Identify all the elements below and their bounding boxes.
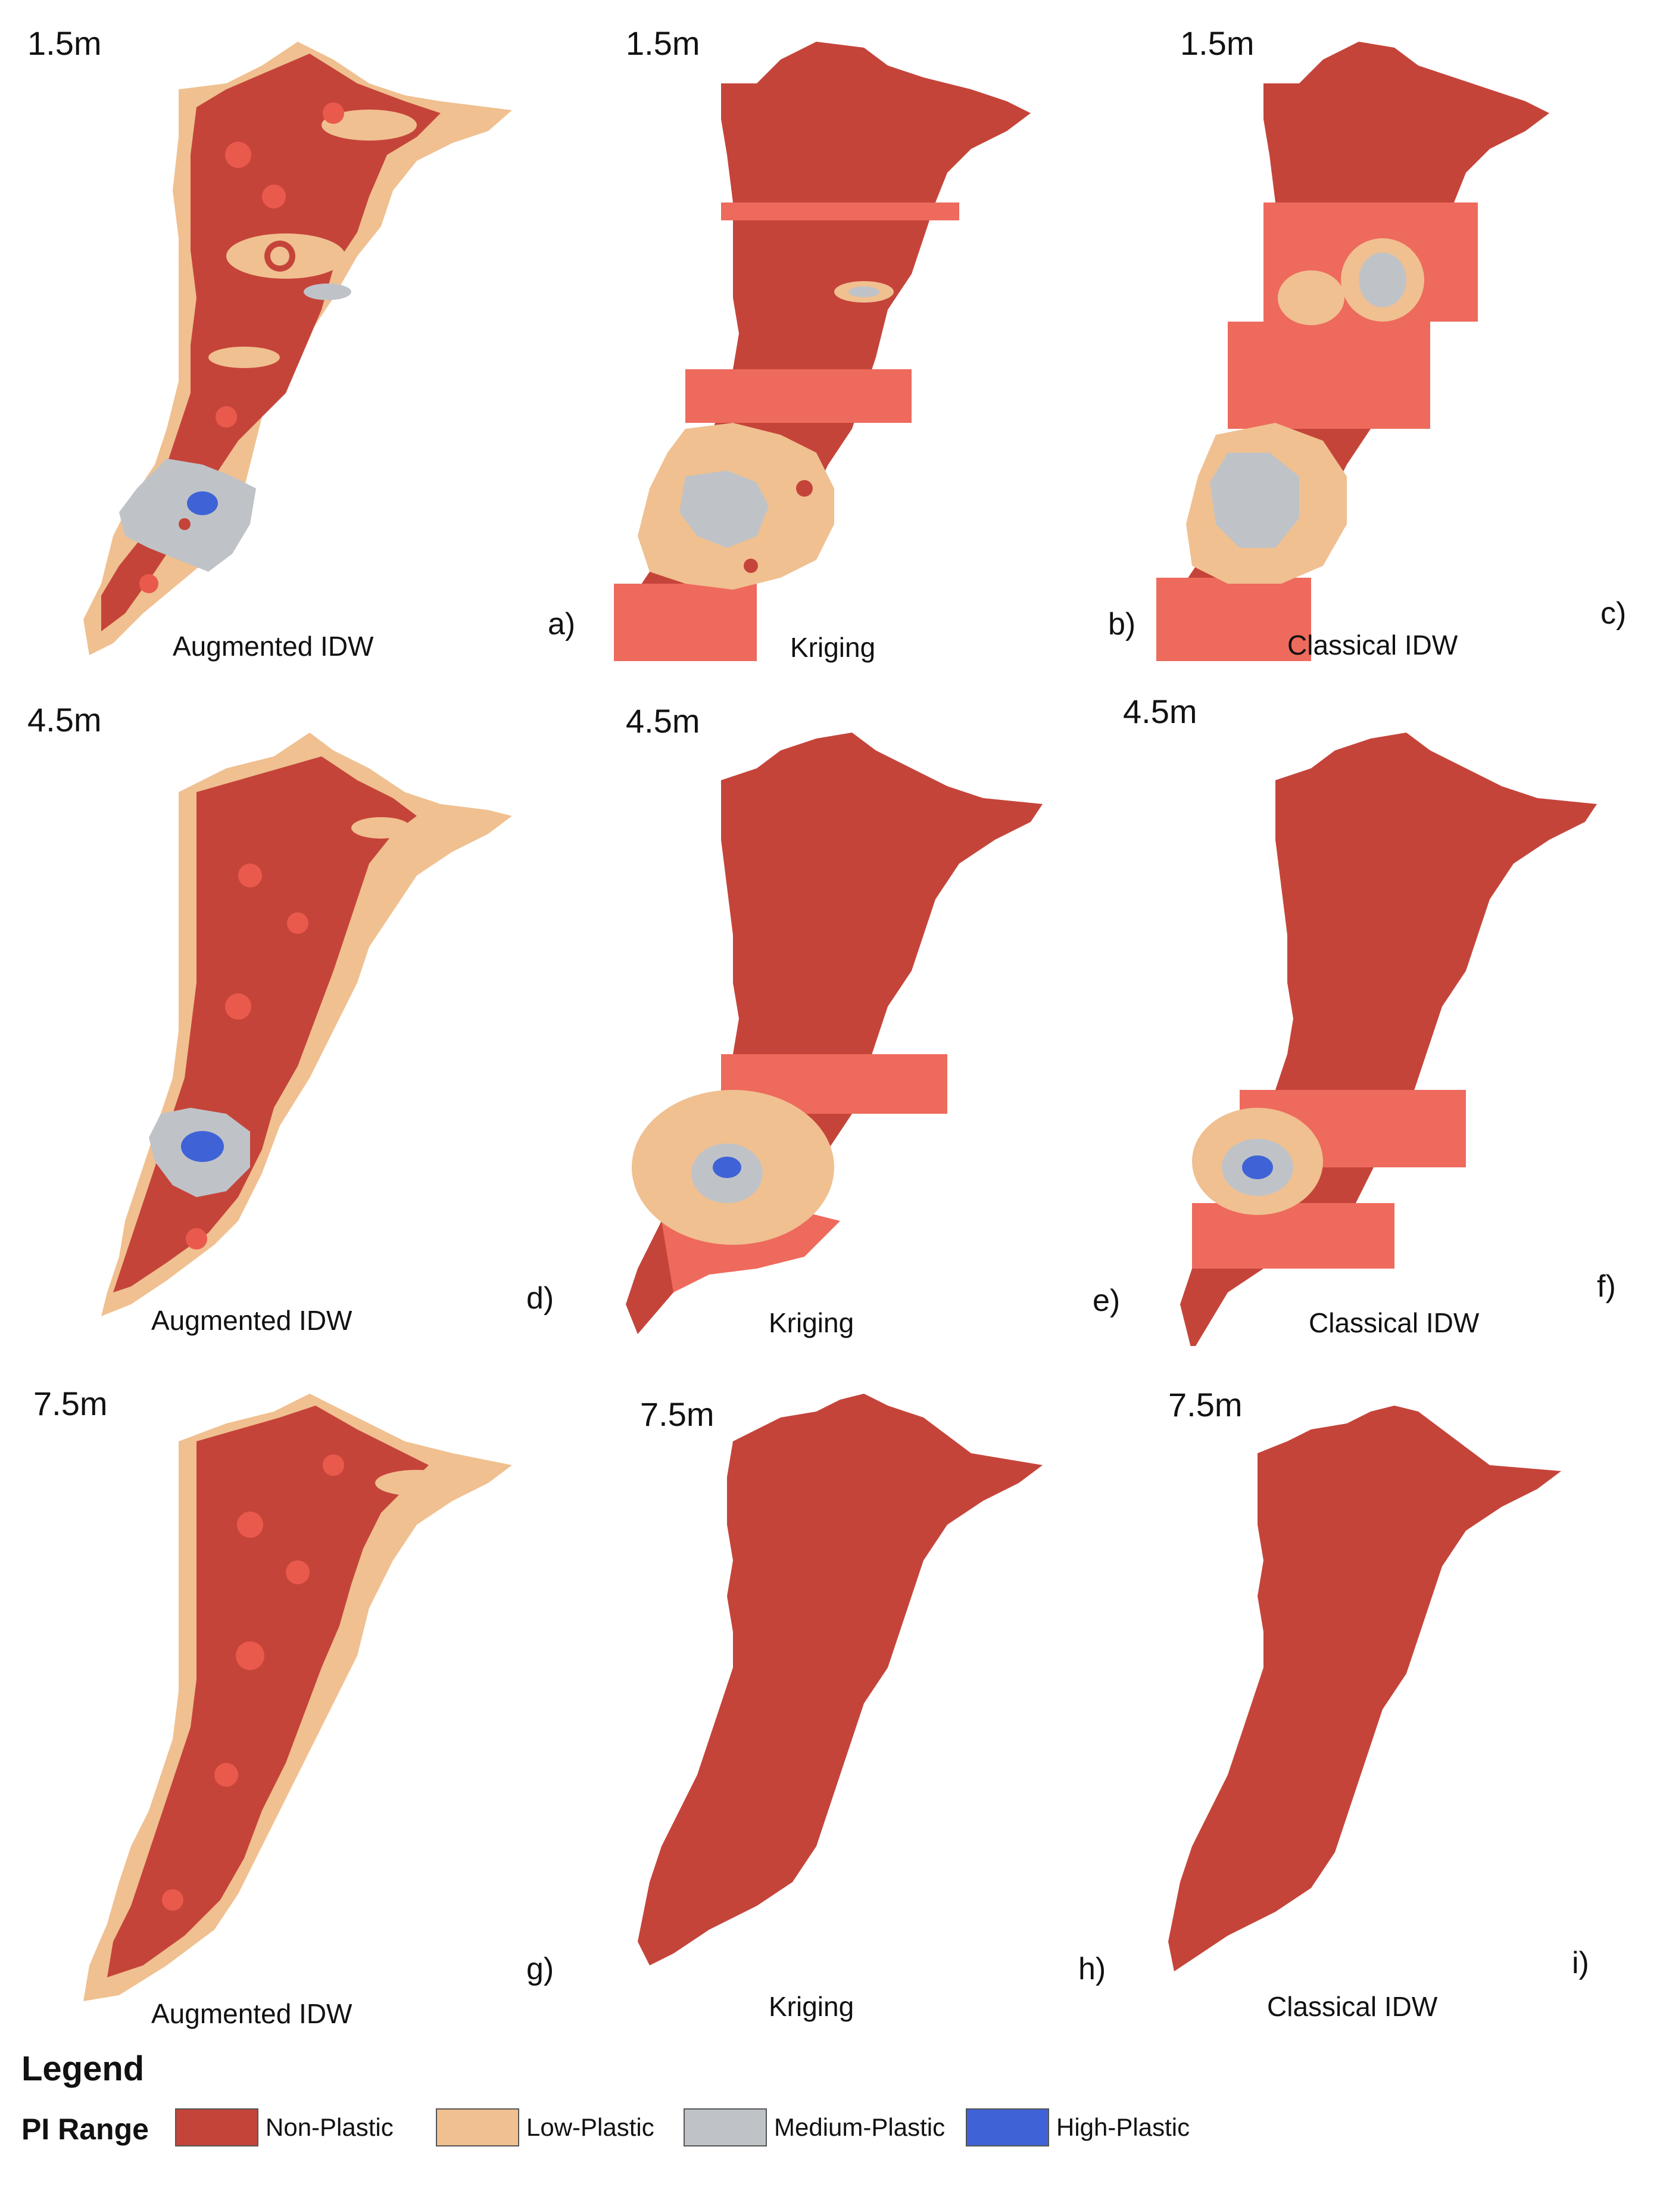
map-classical-idw-1-5m (1156, 42, 1549, 661)
map-augmented-idw-4-5m (101, 733, 512, 1316)
map-panel-e: 4.5m Kriging e) (554, 673, 1120, 1346)
method-label: Kriging (769, 1991, 854, 2022)
panel-tag: g) (526, 1952, 554, 1986)
panel-tag: c) (1600, 596, 1627, 631)
map-panel-f: 4.5m Classical IDW f) (1109, 673, 1663, 1346)
legend-label-low-plastic: Low-Plastic (526, 2113, 654, 2141)
legend-label-non-plastic: Non-Plastic (266, 2113, 394, 2141)
map-panel-i: 7.5m Classical IDW i) (1109, 1346, 1663, 2022)
depth-label: 7.5m (1168, 1386, 1243, 1423)
map-kriging-4-5m (626, 733, 1043, 1334)
method-label: Augmented IDW (151, 1305, 352, 1336)
legend-swatch-medium-plastic (684, 2108, 767, 2146)
legend-swatch-high-plastic (966, 2108, 1049, 2146)
map-kriging-7-5m (638, 1394, 1043, 1965)
panel-tag: a) (548, 607, 576, 641)
map-classical-idw-4-5m (1180, 733, 1597, 1346)
legend-title: Legend (21, 2049, 145, 2088)
depth-label: 4.5m (626, 702, 700, 740)
method-label: Augmented IDW (173, 631, 374, 662)
legend-swatch-non-plastic (175, 2108, 258, 2146)
panel-tag: f) (1597, 1269, 1616, 1304)
method-label: Kriging (769, 1307, 854, 1338)
map-panel-h: 7.5m Kriging h) (554, 1346, 1109, 2022)
map-panel-d: 4.5m Augmented IDW d) (0, 673, 554, 1346)
depth-label: 7.5m (640, 1395, 715, 1433)
panel-tag: e) (1093, 1283, 1121, 1318)
map-panel-g: 7.5m Augmented IDW g) (0, 1346, 554, 2029)
map-panel-b: 1.5m Kriging b) (554, 0, 1135, 673)
panel-tag: h) (1078, 1952, 1106, 1986)
legend-label-high-plastic: High-Plastic (1056, 2113, 1190, 2141)
legend-label-medium-plastic: Medium-Plastic (774, 2113, 946, 2141)
panel-tag: i) (1572, 1946, 1589, 1980)
method-label: Classical IDW (1287, 630, 1458, 661)
map-kriging-1-5m (614, 42, 1031, 661)
map-classical-idw-7-5m (1168, 1406, 1561, 1971)
depth-label: 1.5m (626, 24, 700, 62)
depth-label: 1.5m (27, 24, 102, 62)
map-augmented-idw-7-5m (83, 1394, 512, 2001)
map-panel-c: 1.5m Classical IDW c) (1109, 0, 1663, 673)
depth-label: 4.5m (1123, 693, 1197, 730)
method-label: Augmented IDW (151, 1998, 352, 2029)
depth-label: 1.5m (1180, 24, 1255, 62)
legend-swatch-low-plastic (436, 2108, 519, 2146)
panel-tag: b) (1108, 607, 1136, 641)
panel-tag: d) (526, 1281, 554, 1316)
map-augmented-idw-1-5m (83, 42, 512, 655)
method-label: Classical IDW (1267, 1991, 1438, 2022)
depth-label: 4.5m (27, 701, 102, 739)
pi-range-label: PI Range (21, 2113, 149, 2146)
depth-label: 7.5m (33, 1385, 108, 1422)
map-panel-a: 1.5m Augmented IDW a) (0, 0, 575, 673)
method-label: Kriging (790, 632, 876, 663)
method-label: Classical IDW (1309, 1307, 1480, 1338)
